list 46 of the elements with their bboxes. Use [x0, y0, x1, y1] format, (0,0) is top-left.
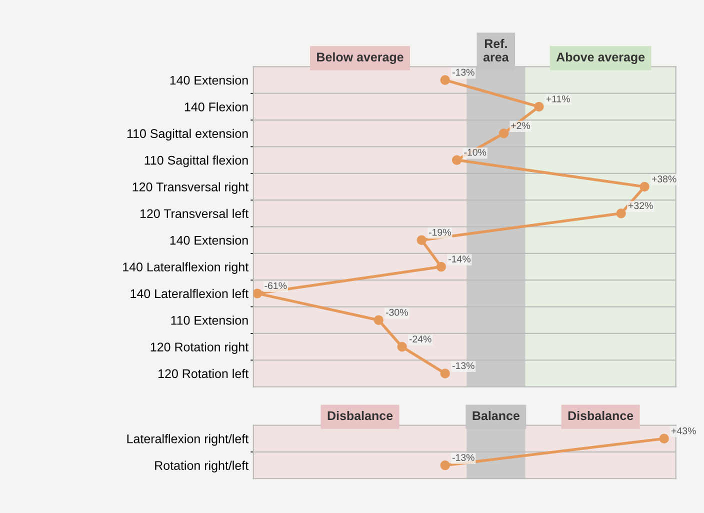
- band-label: Disbalance: [328, 410, 393, 420]
- y-tick-label: 120 Transversal left: [140, 208, 248, 218]
- data-label: -30%: [386, 308, 408, 316]
- point: [374, 315, 384, 325]
- point: [416, 235, 426, 245]
- band-label: Disbalance: [568, 410, 634, 420]
- y-tick-label: Rotation right/left: [155, 460, 248, 472]
- y-tick-label: 120 Rotation right: [150, 342, 248, 354]
- data-label: -14%: [448, 256, 470, 262]
- y-tick-label: Lateralflexion right/left: [127, 434, 248, 446]
- point: [498, 128, 509, 138]
- point: [616, 208, 626, 218]
- point: [452, 155, 462, 165]
- data-label: +11%: [546, 96, 570, 102]
- y-tick-label: 110 Sagittal extension: [127, 128, 248, 141]
- data-label: +32%: [628, 202, 653, 210]
- data-label: -24%: [409, 336, 432, 342]
- point: [640, 182, 650, 192]
- point: [440, 368, 450, 378]
- band-label: Below average: [317, 52, 404, 64]
- point: [253, 288, 262, 298]
- point: [436, 262, 446, 272]
- y-tick-label: 140 Lateralflexion right: [123, 262, 248, 274]
- y-tick-label: 120 Transversal right: [132, 182, 248, 194]
- band-label: Above average: [556, 52, 645, 64]
- y-tick-label: 140 Lateralflexion left: [130, 288, 248, 298]
- y-tick-label: 140 Flexion: [184, 102, 248, 112]
- point: [397, 342, 407, 352]
- data-label: -10%: [464, 148, 486, 156]
- y-tick-label: 140 Extension: [170, 236, 248, 245]
- y-tick-label: 110 Sagittal flexion: [144, 156, 248, 168]
- point: [440, 75, 450, 85]
- data-label: -61%: [264, 282, 287, 290]
- y-tick-label: 120 Rotation left: [158, 368, 248, 378]
- point: [534, 102, 544, 112]
- y-tick-label: 140 Extension: [170, 76, 248, 85]
- data-label: +2%: [511, 122, 530, 130]
- band-label: Balance: [472, 410, 520, 420]
- y-tick-label: 110 Extension: [171, 316, 248, 325]
- data-label: -13%: [452, 362, 474, 370]
- data-label: +38%: [652, 176, 676, 182]
- data-label: -13%: [452, 454, 474, 461]
- band-label: Ref. area: [483, 38, 509, 62]
- data-label: -13%: [452, 68, 474, 76]
- data-label: -19%: [428, 228, 451, 236]
- data-label: +43%: [672, 427, 696, 434]
